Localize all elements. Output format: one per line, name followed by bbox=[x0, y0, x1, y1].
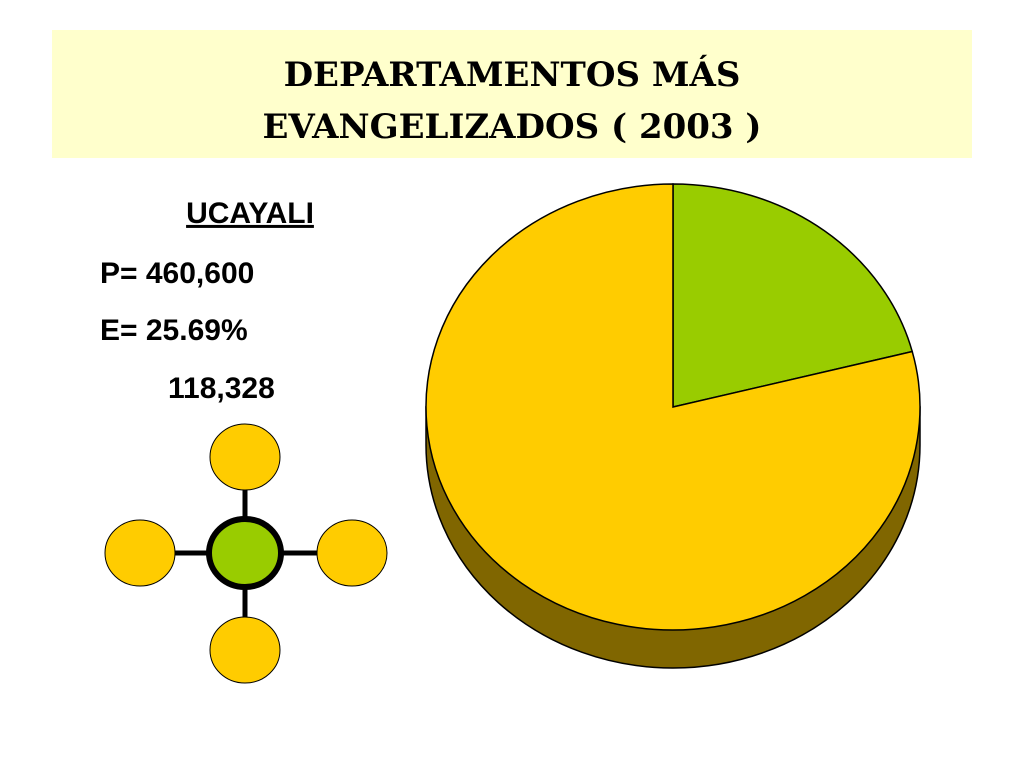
title-box bbox=[52, 30, 972, 158]
percent: E= 25.69% bbox=[100, 314, 248, 347]
hub-diagram bbox=[104, 423, 388, 684]
department: UCAYALI bbox=[186, 197, 314, 230]
title-line: DEPARTAMENTOS MÁS bbox=[284, 54, 741, 95]
population: P= 460,600 bbox=[100, 257, 254, 290]
pie-slice bbox=[672, 183, 914, 408]
pie-slice bbox=[425, 183, 921, 631]
title-line: EVANGELIZADOS ( 2003 ) bbox=[262, 107, 761, 147]
count: 118,328 bbox=[168, 372, 275, 405]
